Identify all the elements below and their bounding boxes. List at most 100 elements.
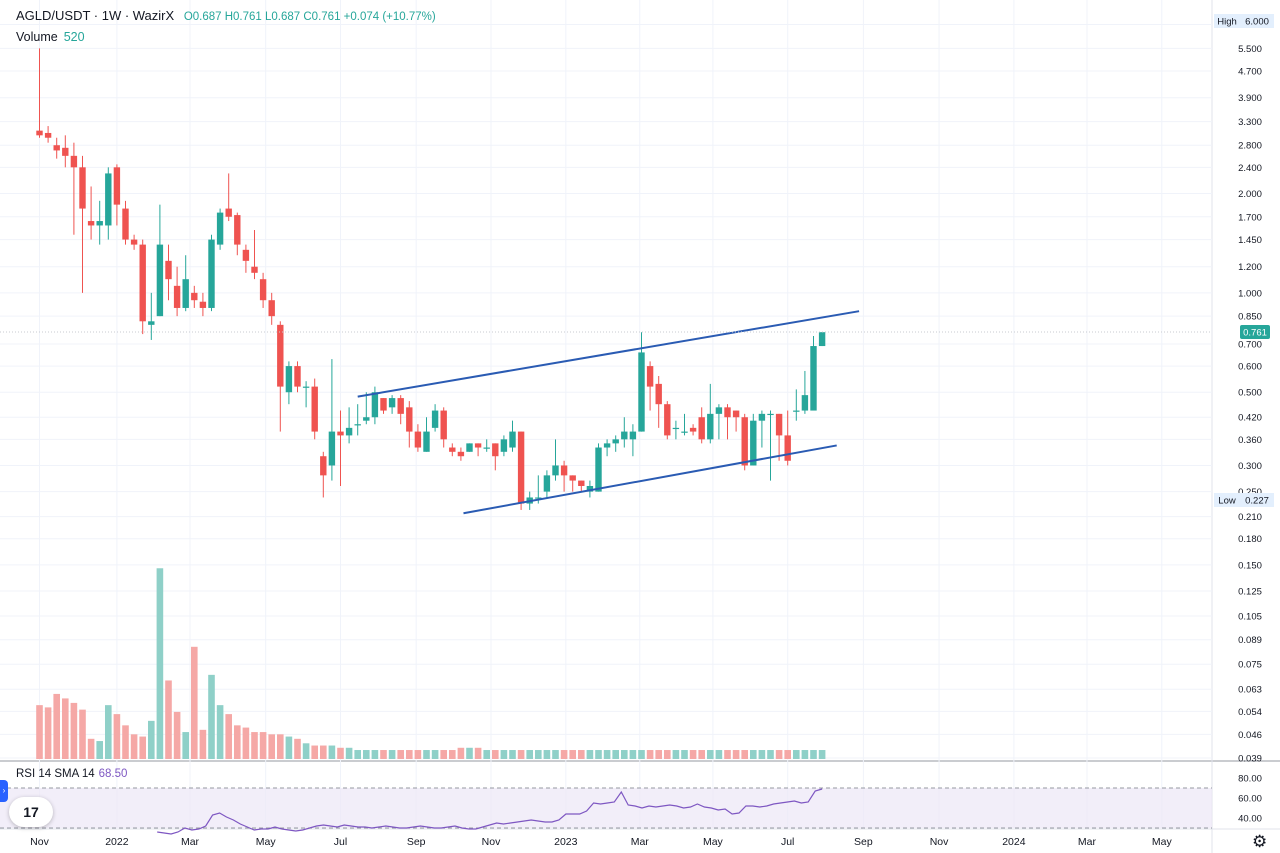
candle-body [259,279,267,301]
volume-bar [681,750,688,759]
gear-icon[interactable]: ⚙ [1252,832,1268,851]
volume-bar [70,702,78,759]
volume-bar [139,736,146,759]
rsi-tick-label: 80.00 [1238,774,1262,785]
price-tick-label: 0.360 [1238,435,1262,446]
candle-body [638,352,645,432]
volume-bar [199,729,207,759]
volume-bar [707,750,714,759]
price-tick-label: 0.046 [1238,730,1262,741]
volume-bar [603,750,611,759]
symbol-title[interactable]: AGLD/USDT · 1W · WazirX [16,8,175,23]
time-tick-label: Jul [334,836,347,848]
candle-body [595,447,602,492]
volume-bar [793,750,800,759]
high-value-tag [1240,14,1274,28]
candle-body [509,431,516,448]
time-tick-label: Nov [930,836,949,848]
volume-bar [483,750,490,759]
candle-body [285,366,293,393]
ohlc-values: O0.687 H0.761 L0.687 C0.761 +0.074 (+10.… [183,11,436,23]
candle-body [337,431,344,436]
candle-body [543,475,551,492]
rsi-line [157,788,823,835]
tradingview-logo-icon[interactable]: 17 [9,797,53,827]
price-tick-label: 0.089 [1238,635,1262,646]
candle-body [242,249,250,261]
volume-bar [414,750,422,759]
candle-body [148,321,155,325]
candle-body [715,407,723,414]
low-marker-tag [1214,493,1240,507]
time-tick-label: Nov [30,836,49,848]
volume-bar [646,750,654,759]
volume-bar [595,750,602,759]
candle-body [139,244,146,322]
volume-bar [612,750,619,759]
candle-body [96,221,103,226]
candle-body [182,279,189,308]
volume-bar [234,725,241,759]
price-tick-label: 0.700 [1238,339,1262,350]
object-tree-toggle[interactable]: › [0,780,8,802]
volume-bar [466,747,473,759]
time-tick-label: Jul [781,836,794,848]
high-marker-value: 6.000 [1245,17,1269,28]
candle-body [156,244,164,317]
volume-bar [380,750,387,759]
volume-bar [182,732,189,759]
rsi-tick-label: 60.00 [1238,794,1262,805]
candle-body [664,404,671,436]
candle-body [328,431,336,466]
time-tick-label: May [256,836,277,848]
volume-bar [302,743,310,759]
volume-legend[interactable]: Volume 520 [16,30,85,44]
volume-bar [689,750,697,759]
symbol-legend: AGLD/USDT · 1W · WazirX O0.687 H0.761 L0… [16,8,436,23]
candle-body [345,427,353,436]
trend-line [357,310,860,398]
volume-bar [320,745,327,759]
volume-bar [406,750,413,759]
candle-body [449,447,456,452]
candle-body [603,443,611,448]
volume-bar [216,705,224,759]
volume-bar [552,750,559,759]
low-value-tag [1240,493,1274,507]
volume-bar [397,750,404,759]
volume-bar [724,750,731,759]
candle-body [423,431,430,452]
volume-bar [818,750,826,759]
candle-body [105,173,112,226]
volume-bar [569,750,576,759]
price-tick-label: 0.180 [1238,534,1262,545]
price-tick-label: 0.054 [1238,707,1262,718]
candle-body [277,324,284,387]
candle-body [629,431,637,440]
candle-body [234,215,241,245]
time-tick-label: 2022 [105,836,129,848]
price-tick-label: 1.700 [1238,212,1262,223]
candle-body [612,439,619,444]
time-tick-label: May [1152,836,1173,848]
candle-body [801,395,809,411]
rsi-tick-label: 40.00 [1238,814,1262,825]
candle-body [363,417,370,421]
candle-body [750,420,757,466]
rsi-legend[interactable]: RSI 14 SMA 14 68.50 [16,768,127,780]
volume-bar [698,750,705,759]
rsi-value: 68.50 [98,768,128,780]
candle-body [431,410,439,428]
volume-bar [371,750,379,759]
volume-bar [423,750,430,759]
time-tick-label: 2024 [1002,836,1026,848]
time-tick-label: Sep [407,836,426,848]
price-tick-label: 4.700 [1238,66,1262,77]
price-tick-label: 2.000 [1238,189,1262,200]
volume-bar [758,750,766,759]
volume-bar [354,750,361,759]
low-marker-label: Low [1218,496,1236,507]
time-tick-label: 2023 [554,836,578,848]
volume-bar [242,727,250,759]
